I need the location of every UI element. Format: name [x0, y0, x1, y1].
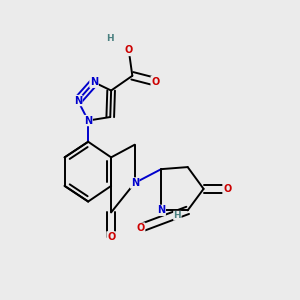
Text: O: O	[223, 184, 231, 194]
Text: O: O	[107, 232, 115, 242]
Text: H: H	[106, 34, 114, 43]
Text: H: H	[174, 211, 181, 220]
Text: N: N	[90, 77, 98, 87]
Text: N: N	[84, 116, 92, 126]
Text: O: O	[136, 223, 145, 233]
Text: O: O	[125, 46, 133, 56]
Text: O: O	[151, 77, 159, 87]
Text: N: N	[74, 95, 82, 106]
Text: N: N	[130, 178, 139, 188]
Text: N: N	[157, 206, 165, 215]
